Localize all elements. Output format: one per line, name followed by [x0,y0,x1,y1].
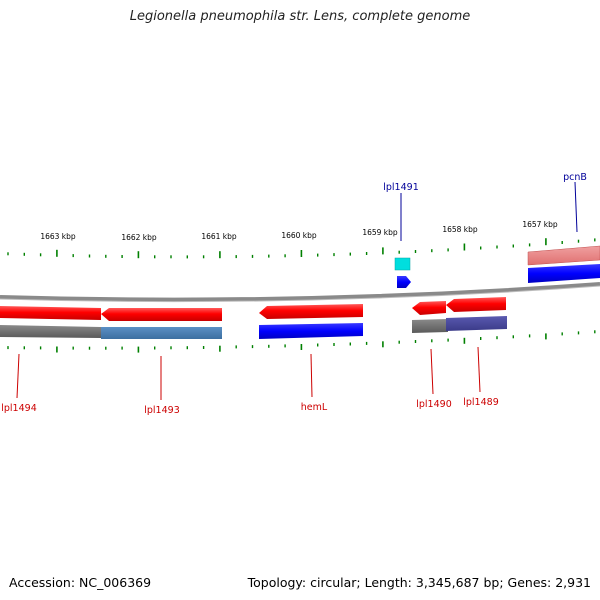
ruler-labels: 1663 kbp 1662 kbp 1661 kbp 1660 kbp 1659… [40,220,558,242]
feature-hemL-cds[interactable] [259,304,363,319]
ruler-label: 1663 kbp [40,232,76,241]
ruler-label: 1658 kbp [442,225,478,234]
gene-label-lpl1491[interactable]: lpl1491 [383,182,419,193]
feature-hemL-gene[interactable] [259,323,363,339]
feature-lpl1491-trna[interactable] [394,257,411,271]
leader-lpl1489 [477,346,481,393]
feature-lpl1490-cds[interactable] [412,301,446,315]
gene-labels: lpl1491 pcnB lpl1494 lpl1493 hemL lpl149… [1,172,587,416]
gene-label-lpl1493[interactable]: lpl1493 [144,405,180,416]
feature-pcnB-gene[interactable] [528,264,600,283]
leader-pcnB [574,181,578,233]
gene-label-lpl1490[interactable]: lpl1490 [416,399,452,410]
feature-lpl1494-cds[interactable] [0,306,101,320]
ruler-label: 1662 kbp [121,233,157,242]
label-leaders [16,181,578,400]
ruler-ticks-lower [7,330,596,353]
feature-lpl1493-gene[interactable] [101,327,222,339]
leader-lpl1490 [430,348,434,395]
ruler-label: 1660 kbp [281,231,317,240]
leader-hemL [310,353,313,398]
gene-label-pcnB[interactable]: pcnB [563,172,587,183]
feature-lpl1493-cds[interactable] [101,308,222,321]
backbone-line-inner [0,285,600,303]
gene-label-hemL[interactable]: hemL [301,402,328,413]
leader-lpl1494 [16,353,20,399]
accession-text: Accession: NC_006369 [9,575,152,590]
ruler-label: 1659 kbp [362,228,398,237]
ruler-label: 1661 kbp [201,232,237,241]
backbone-line-outer [0,282,600,302]
feature-lpl1489-gene[interactable] [446,316,507,331]
reverse-features [0,297,507,339]
gene-label-lpl1494[interactable]: lpl1494 [1,403,37,414]
ruler-ticks-upper [7,238,596,259]
genome-summary-text: Topology: circular; Length: 3,345,687 bp… [247,575,591,590]
gene-label-lpl1489[interactable]: lpl1489 [463,397,499,408]
feature-lpl1489-cds[interactable] [446,297,506,312]
feature-lpl1490-gene[interactable] [412,319,448,333]
feature-lpl1491-gene[interactable] [397,276,411,288]
map-title: Legionella pneumophila str. Lens, comple… [129,9,471,24]
feature-pcnB-cds[interactable] [527,245,600,266]
feature-lpl1494-gene[interactable] [0,325,101,338]
forward-features [394,245,600,288]
ruler-label: 1657 kbp [522,220,558,229]
